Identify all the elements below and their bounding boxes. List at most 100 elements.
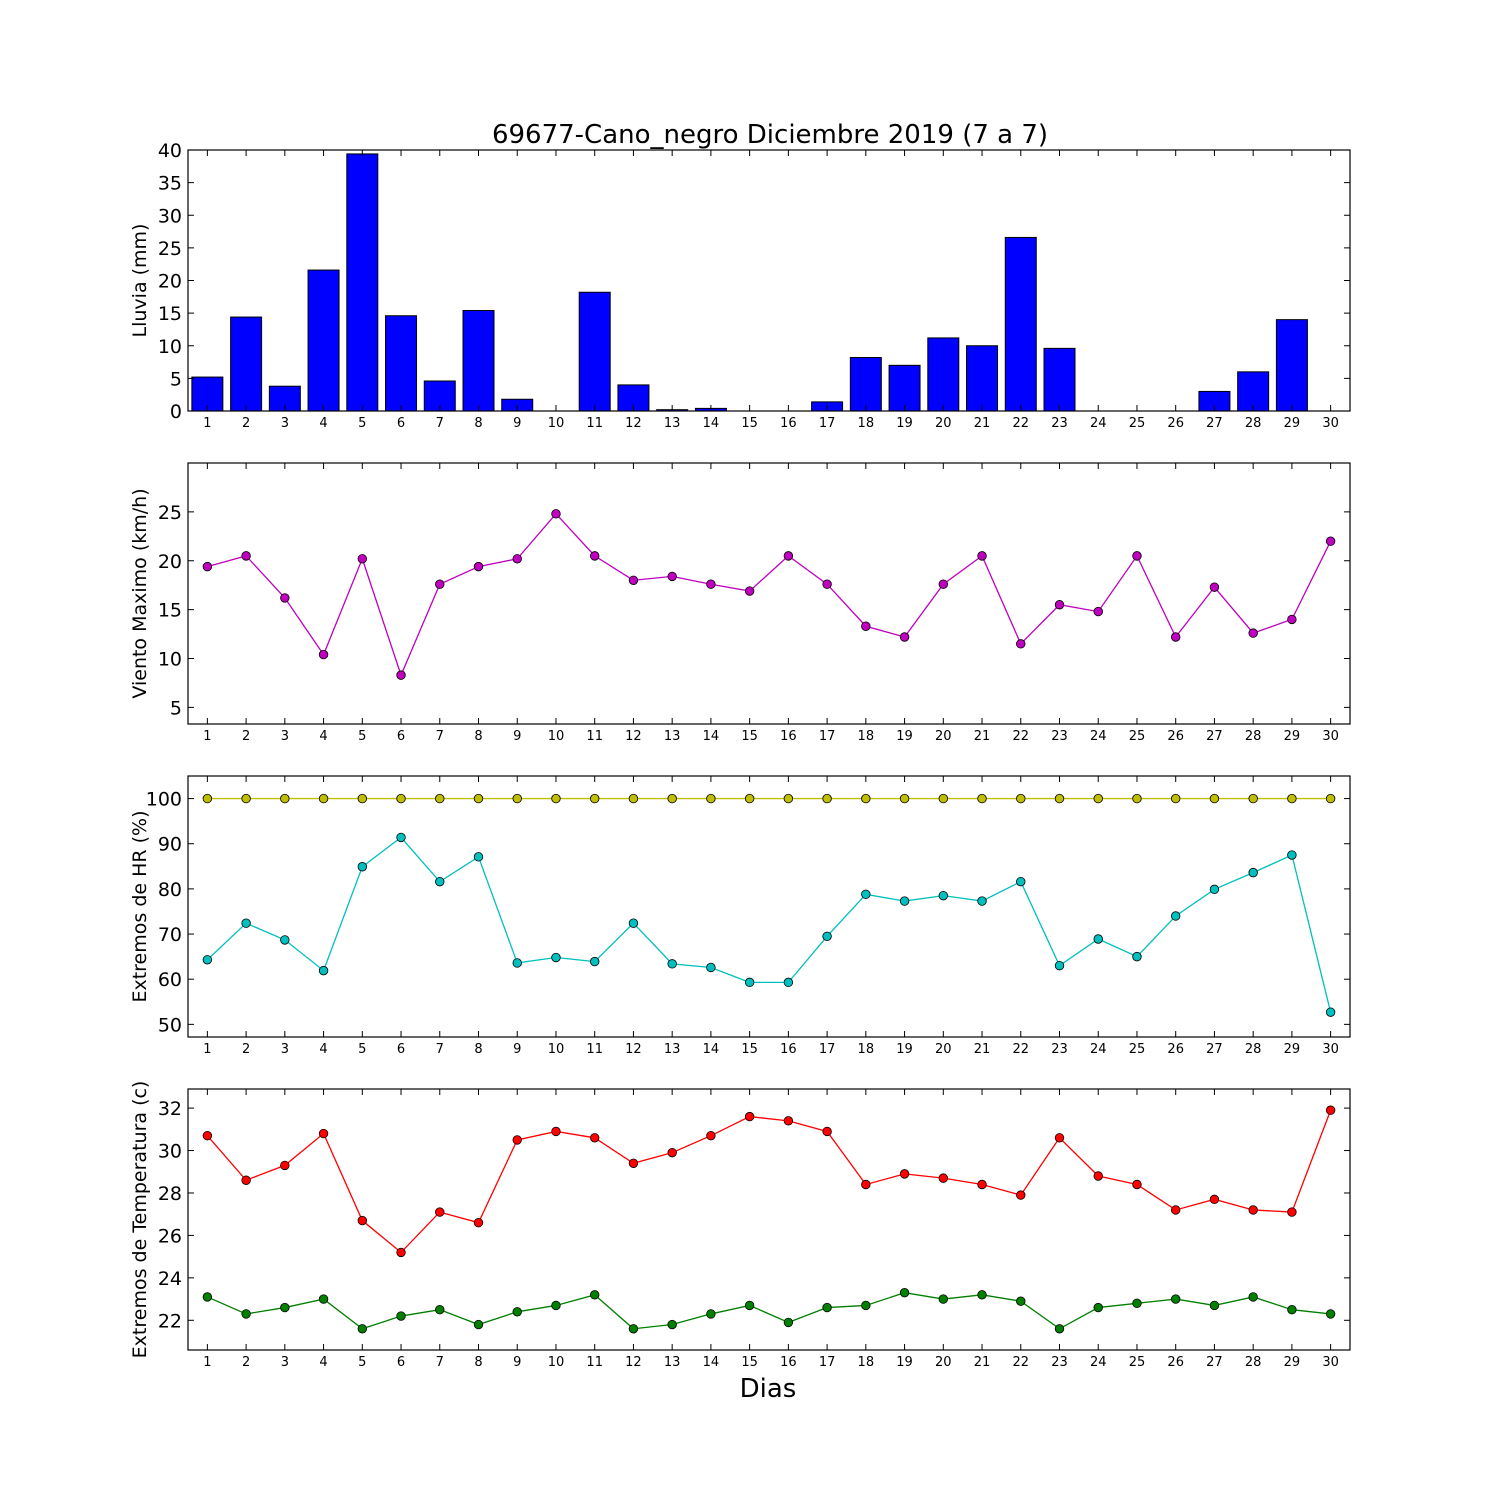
point-s1-day-15 xyxy=(744,586,755,596)
x-tick-label: 12 xyxy=(625,729,642,744)
x-tick-label: 8 xyxy=(474,729,482,744)
point-s2-day-9 xyxy=(512,1307,522,1317)
point-s1-day-25 xyxy=(1132,793,1142,804)
y-tick-label: 80 xyxy=(158,879,182,901)
x-tick-label: 1 xyxy=(203,1355,211,1370)
x-tick-label: 26 xyxy=(1167,729,1184,744)
y-tick-label: 10 xyxy=(158,336,182,358)
plot-frame xyxy=(187,775,1351,1038)
point-s2-day-28 xyxy=(1248,867,1258,878)
x-tick-label: 10 xyxy=(548,1042,565,1057)
bar-day-6 xyxy=(385,315,418,412)
point-s1-day-15 xyxy=(744,1111,755,1122)
x-tick-label: 4 xyxy=(319,1042,327,1057)
x-tick-label: 20 xyxy=(935,416,952,431)
point-s1-day-6 xyxy=(396,1247,406,1258)
point-s1-day-27 xyxy=(1209,1194,1220,1205)
point-s1-day-18 xyxy=(861,1179,871,1190)
point-s1-day-2 xyxy=(241,793,251,804)
x-tick-label: 24 xyxy=(1090,729,1107,744)
x-tick-label: 22 xyxy=(1012,729,1029,744)
y-tick-label: 90 xyxy=(158,834,182,856)
x-tick-label: 15 xyxy=(741,1042,758,1057)
point-s1-day-1 xyxy=(202,1130,213,1141)
x-tick-label: 14 xyxy=(703,1042,720,1057)
point-s1-day-29 xyxy=(1287,1207,1297,1217)
x-tick-label: 9 xyxy=(513,416,521,431)
x-tick-label: 12 xyxy=(625,416,642,431)
point-s1-day-30 xyxy=(1325,536,1336,546)
x-tick-label: 21 xyxy=(974,416,991,431)
x-tick-label: 30 xyxy=(1322,416,1339,431)
point-s2-day-5 xyxy=(357,862,368,872)
x-axis-label: Dias xyxy=(740,1374,797,1404)
x-tick-label: 16 xyxy=(780,1355,797,1370)
point-s1-day-3 xyxy=(280,593,290,603)
x-tick-label: 23 xyxy=(1051,1042,1068,1057)
x-tick-label: 3 xyxy=(281,1355,289,1370)
y-tick-label: 26 xyxy=(158,1225,182,1247)
point-s1-day-16 xyxy=(783,793,794,804)
x-tick-label: 7 xyxy=(436,1042,444,1057)
point-s1-day-26 xyxy=(1170,632,1181,642)
point-s1-day-19 xyxy=(899,1169,910,1179)
y-tick-label: 25 xyxy=(158,502,182,524)
x-tick-label: 22 xyxy=(1012,1042,1029,1057)
x-tick-label: 13 xyxy=(664,416,681,431)
point-s1-day-28 xyxy=(1248,1205,1258,1215)
point-s2-day-13 xyxy=(667,959,677,969)
point-s2-day-28 xyxy=(1248,1292,1258,1302)
y-tick-label: 60 xyxy=(158,969,182,991)
y-tick-label: 15 xyxy=(158,303,182,325)
point-s2-day-24 xyxy=(1093,934,1103,944)
point-s1-day-13 xyxy=(667,571,677,582)
point-s2-day-26 xyxy=(1170,1294,1181,1304)
point-s1-day-16 xyxy=(783,1116,794,1126)
panel-1: 1 2 3 4 5 6 7 8 9 10 11 12 13 14 15 16 17 18 19 20 21 22 23 24 2… xyxy=(129,140,1351,431)
point-s1-day-2 xyxy=(241,551,251,561)
point-s1-day-24 xyxy=(1093,1171,1103,1181)
point-s2-day-12 xyxy=(628,1324,639,1334)
y-tick-label: 100 xyxy=(146,789,182,811)
x-tick-label: 19 xyxy=(896,1042,913,1057)
point-s2-day-23 xyxy=(1054,960,1065,971)
plot-frame xyxy=(187,1088,1351,1351)
x-tick-label: 9 xyxy=(513,1355,521,1370)
y-tick-label: 30 xyxy=(158,1141,182,1163)
x-tick-label: 17 xyxy=(819,1355,836,1370)
x-tick-label: 16 xyxy=(780,1042,797,1057)
x-tick-label: 15 xyxy=(741,729,758,744)
point-s1-day-5 xyxy=(357,1215,368,1226)
y-tick-label: 20 xyxy=(158,271,182,293)
x-tick-label: 14 xyxy=(703,1355,720,1370)
point-s2-day-7 xyxy=(435,1304,445,1315)
point-s1-day-17 xyxy=(822,1126,832,1137)
x-tick-label: 29 xyxy=(1284,729,1301,744)
point-s2-day-12 xyxy=(628,918,639,928)
point-s1-day-11 xyxy=(590,1133,600,1143)
point-s1-day-28 xyxy=(1248,628,1258,638)
y-tick-label: 50 xyxy=(158,1014,182,1036)
point-s1-day-23 xyxy=(1054,793,1065,804)
x-tick-label: 13 xyxy=(664,1355,681,1370)
x-tick-label: 2 xyxy=(242,416,250,431)
point-s1-day-10 xyxy=(551,509,561,519)
point-s2-day-3 xyxy=(280,935,290,945)
x-tick-label: 15 xyxy=(741,1355,758,1370)
x-tick-label: 29 xyxy=(1284,1355,1301,1370)
x-tick-label: 10 xyxy=(548,1355,565,1370)
point-s2-day-14 xyxy=(706,962,716,973)
point-s2-day-8 xyxy=(473,1319,484,1330)
point-s1-day-21 xyxy=(977,1179,987,1190)
point-s1-day-25 xyxy=(1132,551,1142,561)
point-s1-day-20 xyxy=(938,1173,949,1183)
x-tick-label: 24 xyxy=(1090,1042,1107,1057)
point-s1-day-28 xyxy=(1248,793,1258,804)
x-tick-label: 16 xyxy=(780,416,797,431)
x-tick-label: 27 xyxy=(1206,416,1223,431)
point-s1-day-19 xyxy=(899,632,910,642)
y-tick-label: 20 xyxy=(158,551,182,573)
point-s2-day-6 xyxy=(396,832,406,843)
x-tick-label: 3 xyxy=(281,1042,289,1057)
y-tick-label: 28 xyxy=(158,1183,182,1205)
